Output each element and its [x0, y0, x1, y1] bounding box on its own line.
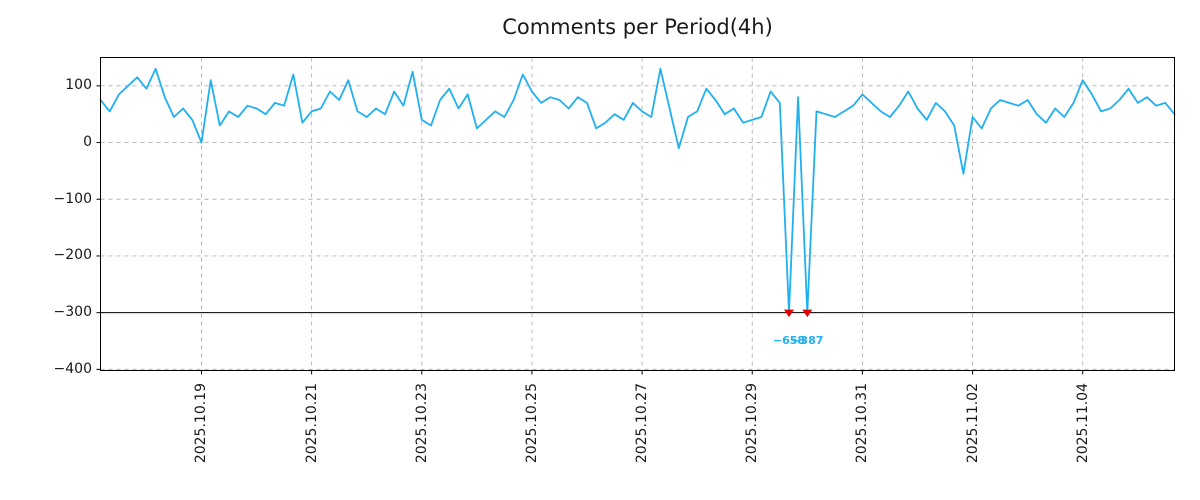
y-tick-label: −100: [53, 190, 92, 207]
clip-marker-triangle-down-icon: [783, 309, 794, 318]
x-tick-label: 2025.10.25: [523, 383, 540, 464]
x-tick-label: 2025.10.31: [854, 383, 871, 464]
y-tick-label: −400: [53, 360, 92, 377]
chart-title: Comments per Period(4h): [502, 15, 773, 39]
x-tick-label: 2025.11.02: [964, 383, 981, 464]
x-tick-label: 2025.10.27: [634, 383, 651, 464]
x-tick-label: 2025.10.19: [193, 383, 210, 464]
y-tick-label: 0: [83, 134, 92, 151]
plot-border: [100, 57, 1175, 371]
clip-annotation-label: −658: [772, 333, 806, 347]
x-tick-label: 2025.11.04: [1074, 383, 1091, 464]
clip-marker-triangle-down-icon: [802, 309, 813, 318]
y-tick-label: −300: [53, 304, 92, 321]
y-tick-label: −200: [53, 247, 92, 264]
y-tick-label: 100: [65, 77, 92, 94]
x-tick-label: 2025.10.23: [413, 383, 430, 464]
x-tick-label: 2025.10.29: [744, 383, 761, 464]
plot-background: [100, 57, 1175, 371]
series-line: [99, 67, 1176, 314]
clip-annotation-label: −387: [791, 333, 824, 347]
x-tick-label: 2025.10.21: [303, 383, 320, 464]
